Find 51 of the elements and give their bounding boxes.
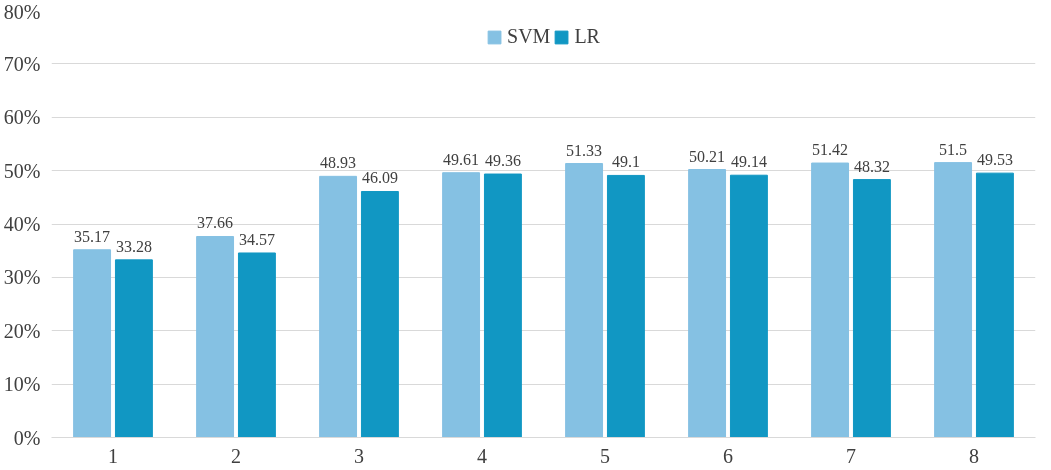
x-tick-label: 3 [354, 444, 364, 467]
data-label: 48.32 [853, 157, 890, 175]
bar [975, 172, 1014, 438]
data-label: 35.17 [74, 227, 111, 245]
data-label: 46.09 [361, 169, 398, 187]
data-label: 49.14 [730, 153, 767, 171]
y-tick-label: 60% [3, 106, 41, 129]
bar [319, 175, 358, 438]
bar [688, 169, 727, 438]
data-label: 50.21 [689, 147, 726, 165]
y-tick-label: 30% [3, 266, 41, 289]
y-tick-label: 70% [3, 52, 41, 75]
bar [852, 179, 891, 438]
data-label: 49.1 [611, 153, 640, 171]
data-label: 51.42 [812, 141, 849, 159]
data-label: 33.28 [115, 237, 152, 255]
bar [811, 162, 850, 438]
bar [934, 162, 973, 438]
y-tick-label: 40% [3, 213, 41, 235]
x-tick-label: 6 [723, 444, 733, 467]
data-label: 49.61 [443, 150, 480, 168]
bar [606, 174, 645, 438]
data-label: 48.93 [320, 154, 357, 172]
bar [114, 259, 153, 438]
data-label: 34.57 [238, 230, 275, 248]
legend-label: SVM [507, 25, 551, 48]
bar [442, 172, 481, 438]
x-tick-label: 4 [477, 444, 487, 467]
bar [483, 173, 522, 438]
bar [237, 252, 276, 438]
y-tick-label: 20% [3, 319, 41, 342]
x-tick-label: 2 [231, 444, 241, 467]
y-tick-label: 10% [3, 373, 41, 396]
data-label: 51.33 [566, 141, 603, 159]
data-label: 51.5 [939, 140, 968, 158]
bar [360, 190, 399, 438]
bar [729, 174, 768, 438]
y-tick-label: 0% [13, 426, 41, 449]
y-tick-label: 80% [3, 0, 41, 23]
data-label: 37.66 [197, 214, 234, 232]
x-tick-label: 8 [969, 444, 979, 467]
x-tick-label: 1 [108, 444, 118, 467]
y-tick-label: 50% [3, 159, 41, 182]
data-label: 49.53 [976, 151, 1013, 169]
bar [73, 249, 112, 438]
x-tick-label: 7 [846, 444, 856, 467]
data-label: 49.36 [484, 152, 521, 170]
legend-label: LR [574, 25, 600, 48]
bar [565, 163, 604, 438]
x-tick-label: 5 [600, 444, 610, 467]
bar [196, 235, 235, 438]
